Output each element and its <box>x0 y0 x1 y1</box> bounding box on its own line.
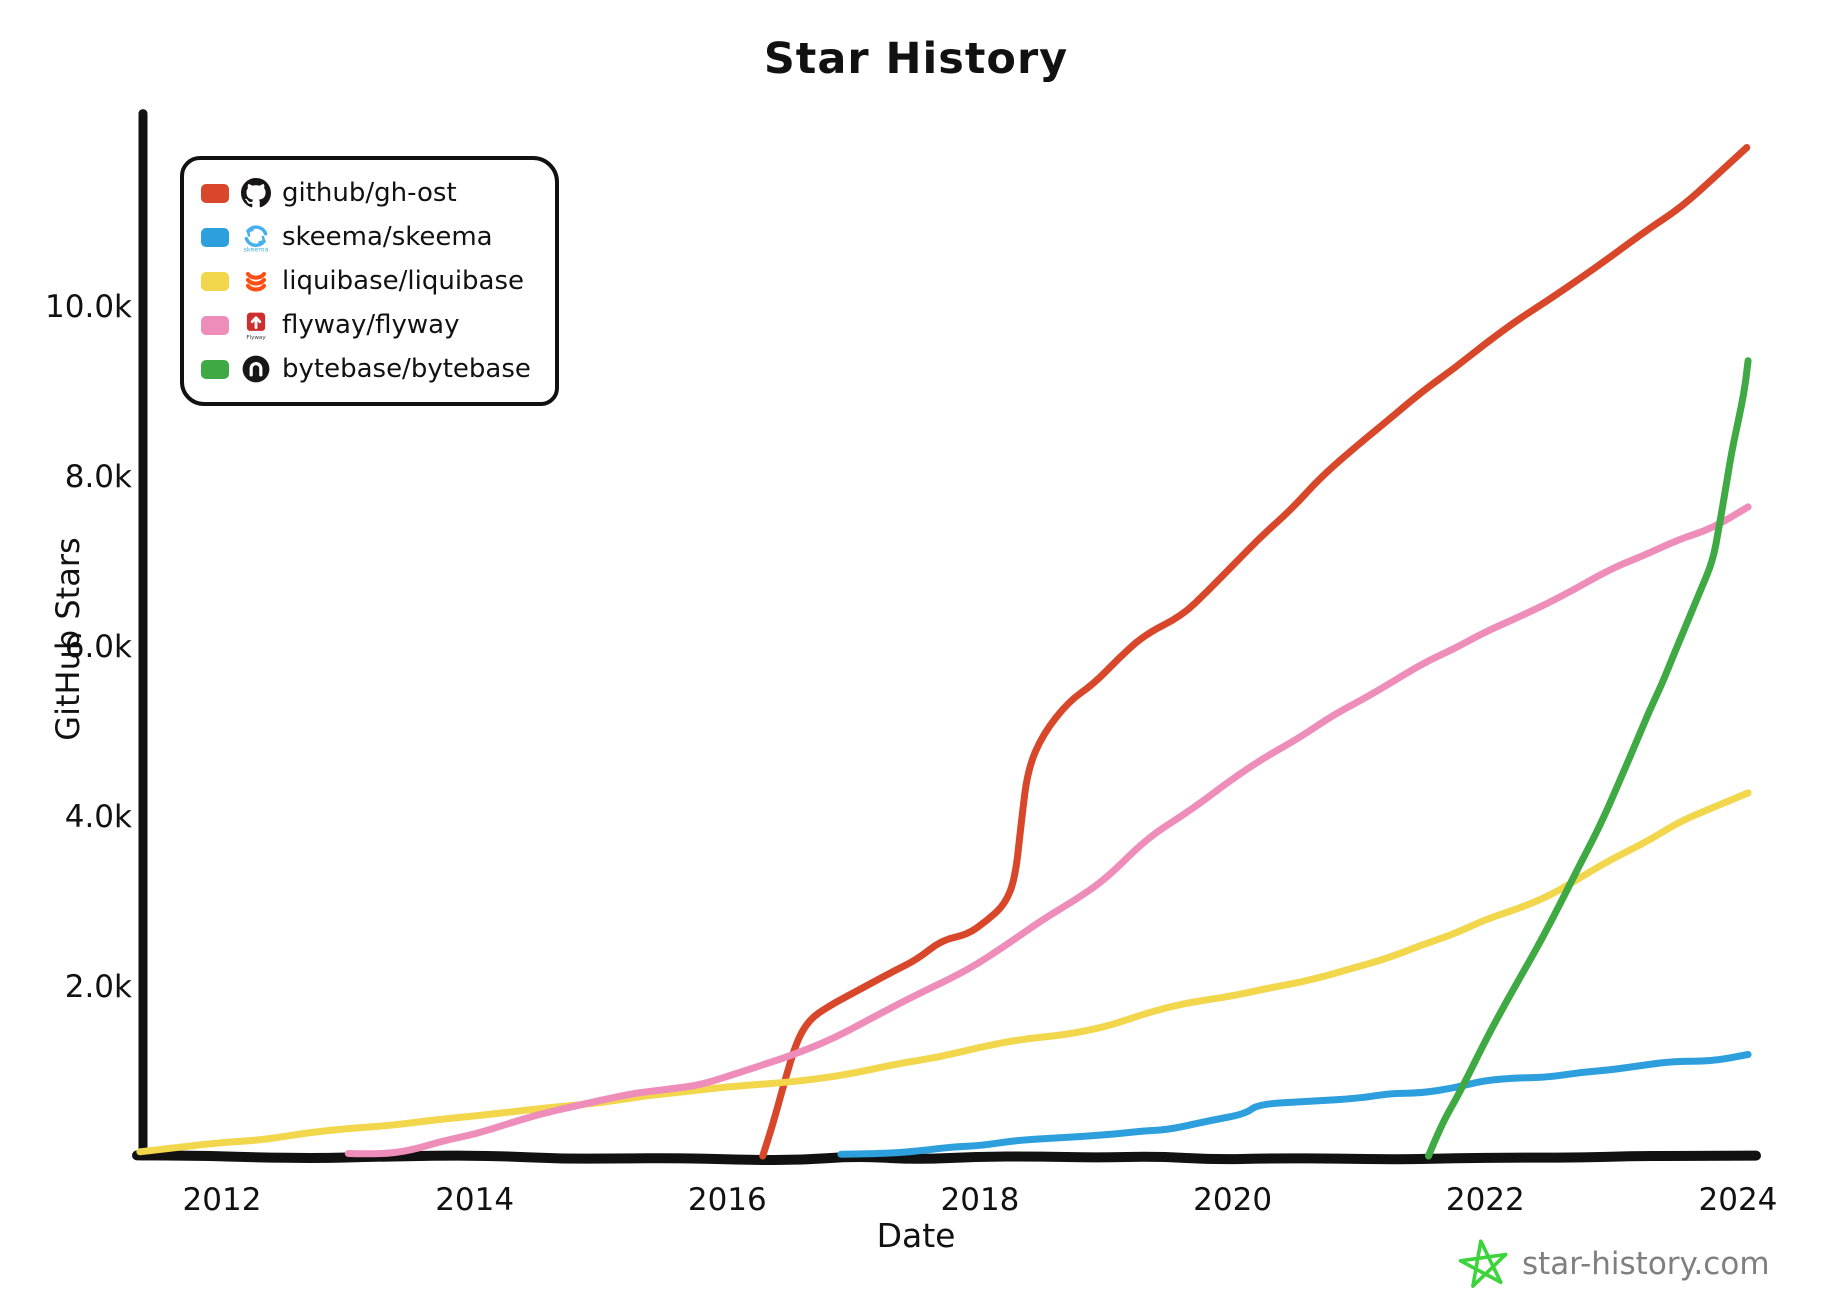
flyway-icon: Flyway <box>240 310 271 341</box>
x-tick-2012: 2012 <box>182 1182 262 1218</box>
legend-label: flyway/flyway <box>282 310 460 340</box>
svg-text:skeema: skeema <box>243 245 268 252</box>
y-tick-2.0k: 2.0k <box>64 969 132 1005</box>
github-icon <box>240 178 271 209</box>
y-tick-6.0k: 6.0k <box>64 629 132 665</box>
series-line-skeema-skeema <box>837 1051 1752 1158</box>
legend-label: github/gh-ost <box>282 178 457 208</box>
svg-text:Flyway: Flyway <box>246 335 266 340</box>
legend-label: skeema/skeema <box>282 222 493 252</box>
x-axis-label: Date <box>876 1216 956 1255</box>
star-sketch-icon <box>1458 1238 1510 1290</box>
bytebase-icon <box>240 354 271 385</box>
x-tick-2018: 2018 <box>940 1182 1020 1218</box>
chart-title: Star History <box>763 34 1069 84</box>
legend-swatch <box>201 183 229 203</box>
legend-item-github-gh-ost: github/gh-ost <box>201 175 531 211</box>
legend-swatch <box>201 227 229 247</box>
x-tick-2024: 2024 <box>1698 1182 1778 1218</box>
y-tick-10.0k: 10.0k <box>45 289 132 325</box>
x-tick-2014: 2014 <box>435 1182 515 1218</box>
legend-item-skeema-skeema: skeema skeema/skeema <box>201 219 531 255</box>
legend-swatch <box>201 359 229 379</box>
legend-label: liquibase/liquibase <box>282 266 525 296</box>
legend: github/gh-ost skeema skeema/skeema liquibas… <box>180 156 559 406</box>
y-tick-4.0k: 4.0k <box>64 799 132 835</box>
legend-swatch <box>201 315 229 335</box>
series-line-flyway-flyway <box>344 503 1752 1158</box>
watermark: star-history.com <box>1458 1238 1770 1290</box>
legend-item-flyway-flyway: Flyway flyway/flyway <box>201 307 531 343</box>
y-tick-8.0k: 8.0k <box>64 459 132 495</box>
watermark-text: star-history.com <box>1522 1246 1770 1282</box>
series-line-github-gh-ost <box>759 144 1751 1160</box>
x-tick-2020: 2020 <box>1193 1182 1273 1218</box>
skeema-icon: skeema <box>240 222 271 253</box>
legend-label: bytebase/bytebase <box>282 354 531 384</box>
legend-item-bytebase-bytebase: bytebase/bytebase <box>201 351 531 387</box>
series-line-bytebase-bytebase <box>1425 357 1752 1160</box>
x-tick-2022: 2022 <box>1445 1182 1525 1218</box>
x-axis-line <box>132 1150 1761 1166</box>
legend-item-liquibase-liquibase: liquibase/liquibase <box>201 263 531 299</box>
series-line-liquibase-liquibase <box>136 789 1752 1156</box>
legend-swatch <box>201 271 229 291</box>
x-tick-2016: 2016 <box>687 1182 767 1218</box>
liquibase-icon <box>240 266 271 297</box>
